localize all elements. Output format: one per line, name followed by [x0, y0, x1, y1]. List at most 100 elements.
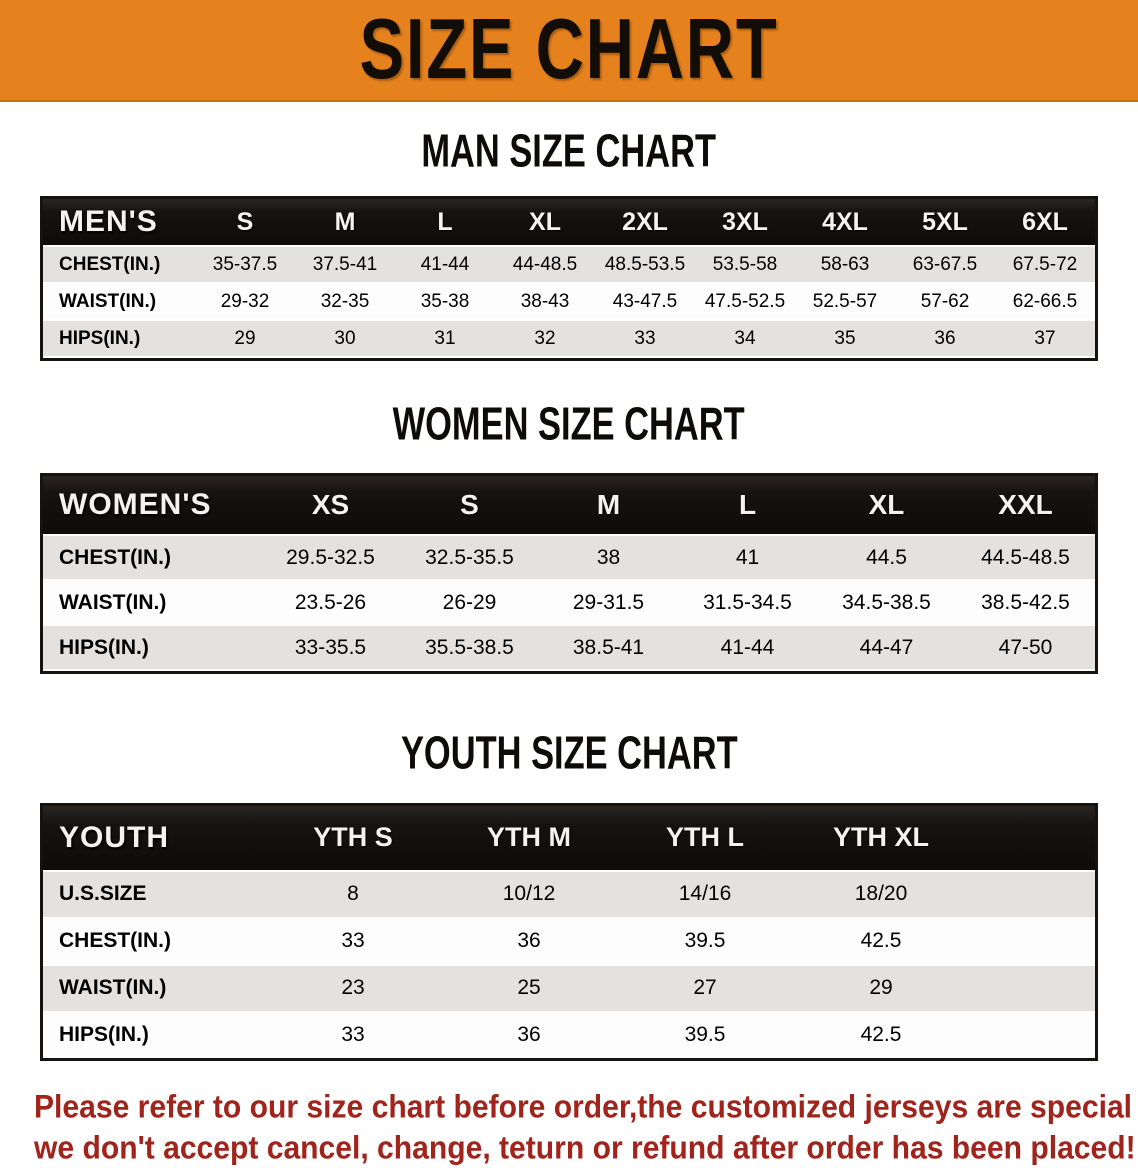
size-value-cell: 32: [534, 327, 556, 349]
table-header-row: YOUTH YTH S YTH M YTH L YTH XL: [43, 805, 1095, 870]
table-row: CHEST(IN.) 35-37.5 37.5-41 41-44 44-48.5 48.5…: [43, 245, 1095, 285]
size-value-cell: 44.5-48.5: [981, 545, 1070, 569]
size-column-header: L: [437, 207, 453, 236]
size-value-cell: 42.5: [860, 929, 902, 953]
youth-section-heading: YOUTH SIZE CHART: [0, 727, 1138, 778]
women-size-table: WOMEN'S XS S M L XL XXL CHEST(IN.) 29.5-32.5 32.5…: [40, 473, 1098, 675]
size-value-cell: 38: [596, 545, 621, 569]
row-label-cell: WAIST(IN.): [59, 290, 157, 312]
size-value-cell: 37.5-41: [312, 253, 378, 275]
size-value-cell: 43-47.5: [612, 290, 678, 312]
size-column-header: 6XL: [1022, 207, 1068, 236]
size-value-cell: 35-37.5: [212, 253, 278, 275]
women-section-heading: WOMEN SIZE CHART: [0, 397, 1138, 450]
size-value-cell: 58-63: [820, 253, 870, 275]
size-value-cell: 63-67.5: [912, 253, 978, 275]
size-value-cell: 44-47: [859, 635, 914, 659]
size-value-cell: 35: [834, 327, 856, 349]
size-column-header: YTH L: [666, 822, 744, 853]
youth-size-table: YOUTH YTH S YTH M YTH L YTH XL U.S.SIZE 8 10/12…: [40, 802, 1098, 1061]
size-value-cell: 33-35.5: [294, 635, 367, 659]
table-row: CHEST(IN.) 33 36 39.5 42.5: [43, 918, 1095, 964]
size-value-cell: 42.5: [860, 1023, 902, 1047]
size-value-cell: 37: [1034, 327, 1056, 349]
size-value-cell: 31.5-34.5: [703, 590, 792, 614]
size-value-cell: 25: [517, 976, 541, 1000]
size-value-cell: 29.5-32.5: [286, 545, 375, 569]
size-value-cell: 23.5-26: [294, 590, 367, 614]
size-value-cell: 29: [869, 976, 893, 1000]
table-group-label: MEN'S: [59, 205, 158, 239]
table-group-label: YOUTH: [59, 820, 169, 854]
size-value-cell: 33: [634, 327, 656, 349]
table-row: WAIST(IN.) 29-32 32-35 35-38 38-43 43-47.5 47.…: [43, 284, 1095, 320]
size-column-header: XXL: [998, 489, 1053, 521]
table-header-row: WOMEN'S XS S M L XL XXL: [43, 476, 1095, 535]
size-value-cell: 41-44: [420, 253, 470, 275]
size-column-header: XL: [529, 207, 561, 236]
size-value-cell: 38.5-41: [572, 635, 645, 659]
size-column-header: 3XL: [722, 207, 768, 236]
row-label-cell: HIPS(IN.): [59, 327, 141, 349]
size-value-cell: 36: [517, 929, 541, 953]
size-value-cell: 39.5: [684, 1023, 726, 1047]
size-value-cell: 36: [517, 1023, 541, 1047]
size-value-cell: 29: [234, 327, 256, 349]
size-value-cell: 34.5-38.5: [842, 590, 931, 614]
table-row: HIPS(IN.) 33 36 39.5 42.5: [43, 1012, 1095, 1058]
size-value-cell: 52.5-57: [812, 290, 878, 312]
size-value-cell: 23: [341, 976, 365, 1000]
size-value-cell: 14/16: [678, 882, 732, 906]
table-row: HIPS(IN.) 33-35.5 35.5-38.5 38.5-41 41-44 44-…: [43, 624, 1095, 672]
size-value-cell: 29-32: [220, 290, 270, 312]
size-value-cell: 62-66.5: [1012, 290, 1078, 312]
women-section-heading-text: WOMEN SIZE CHART: [392, 397, 746, 450]
size-chart-banner: SIZE CHART: [0, 0, 1138, 102]
size-column-header: S: [236, 207, 254, 236]
order-disclaimer: Please refer to our size chart before or…: [34, 1087, 1138, 1168]
size-column-header: L: [738, 489, 757, 521]
size-value-cell: 47.5-52.5: [704, 290, 786, 312]
size-value-cell: 33: [341, 929, 365, 953]
size-value-cell: 32-35: [320, 290, 370, 312]
table-row: U.S.SIZE 8 10/12 14/16 18/20: [43, 869, 1095, 919]
size-value-cell: 48.5-53.5: [604, 253, 686, 275]
row-label-cell: U.S.SIZE: [59, 882, 147, 906]
size-value-cell: 8: [347, 882, 359, 906]
size-value-cell: 44.5: [866, 545, 907, 569]
size-column-header: 2XL: [622, 207, 668, 236]
size-column-header: YTH M: [487, 822, 571, 853]
size-value-cell: 41-44: [720, 635, 775, 659]
size-value-cell: 26-29: [442, 590, 497, 614]
size-value-cell: 38-43: [520, 290, 570, 312]
size-value-cell: 41: [735, 545, 760, 569]
size-column-header: M: [596, 489, 621, 521]
size-value-cell: 33: [341, 1023, 365, 1047]
men-section-heading-text: MAN SIZE CHART: [421, 124, 717, 177]
size-value-cell: 30: [334, 327, 356, 349]
size-column-header: 5XL: [922, 207, 968, 236]
table-header-row: MEN'S S M L XL 2XL 3XL 4XL 5XL 6XL: [43, 199, 1095, 246]
banner-title: SIZE CHART: [359, 1, 779, 98]
size-value-cell: 31: [434, 327, 456, 349]
size-column-header: XS: [311, 489, 350, 521]
size-value-cell: 34: [734, 327, 756, 349]
size-value-cell: 67.5-72: [1012, 253, 1078, 275]
size-column-header: YTH S: [313, 822, 393, 853]
size-value-cell: 10/12: [502, 882, 556, 906]
table-row: WAIST(IN.) 23 25 27 29: [43, 963, 1095, 1013]
men-size-table: MEN'S S M L XL 2XL 3XL 4XL 5XL 6XL CHEST(IN.) 35-37…: [40, 196, 1098, 362]
row-label-cell: HIPS(IN.): [59, 635, 149, 659]
size-value-cell: 35.5-38.5: [425, 635, 514, 659]
size-column-header: M: [334, 207, 356, 236]
size-value-cell: 38.5-42.5: [981, 590, 1070, 614]
size-value-cell: 35-38: [420, 290, 470, 312]
table-row: CHEST(IN.) 29.5-32.5 32.5-35.5 38 41 44.5 44.5…: [43, 534, 1095, 582]
table-group-label: WOMEN'S: [59, 488, 212, 522]
row-label-cell: HIPS(IN.): [59, 1023, 149, 1047]
size-column-header: 4XL: [822, 207, 868, 236]
row-label-cell: CHEST(IN.): [59, 929, 171, 953]
size-value-cell: 36: [934, 327, 956, 349]
row-label-cell: WAIST(IN.): [59, 590, 167, 614]
men-section-heading: MAN SIZE CHART: [0, 124, 1138, 177]
